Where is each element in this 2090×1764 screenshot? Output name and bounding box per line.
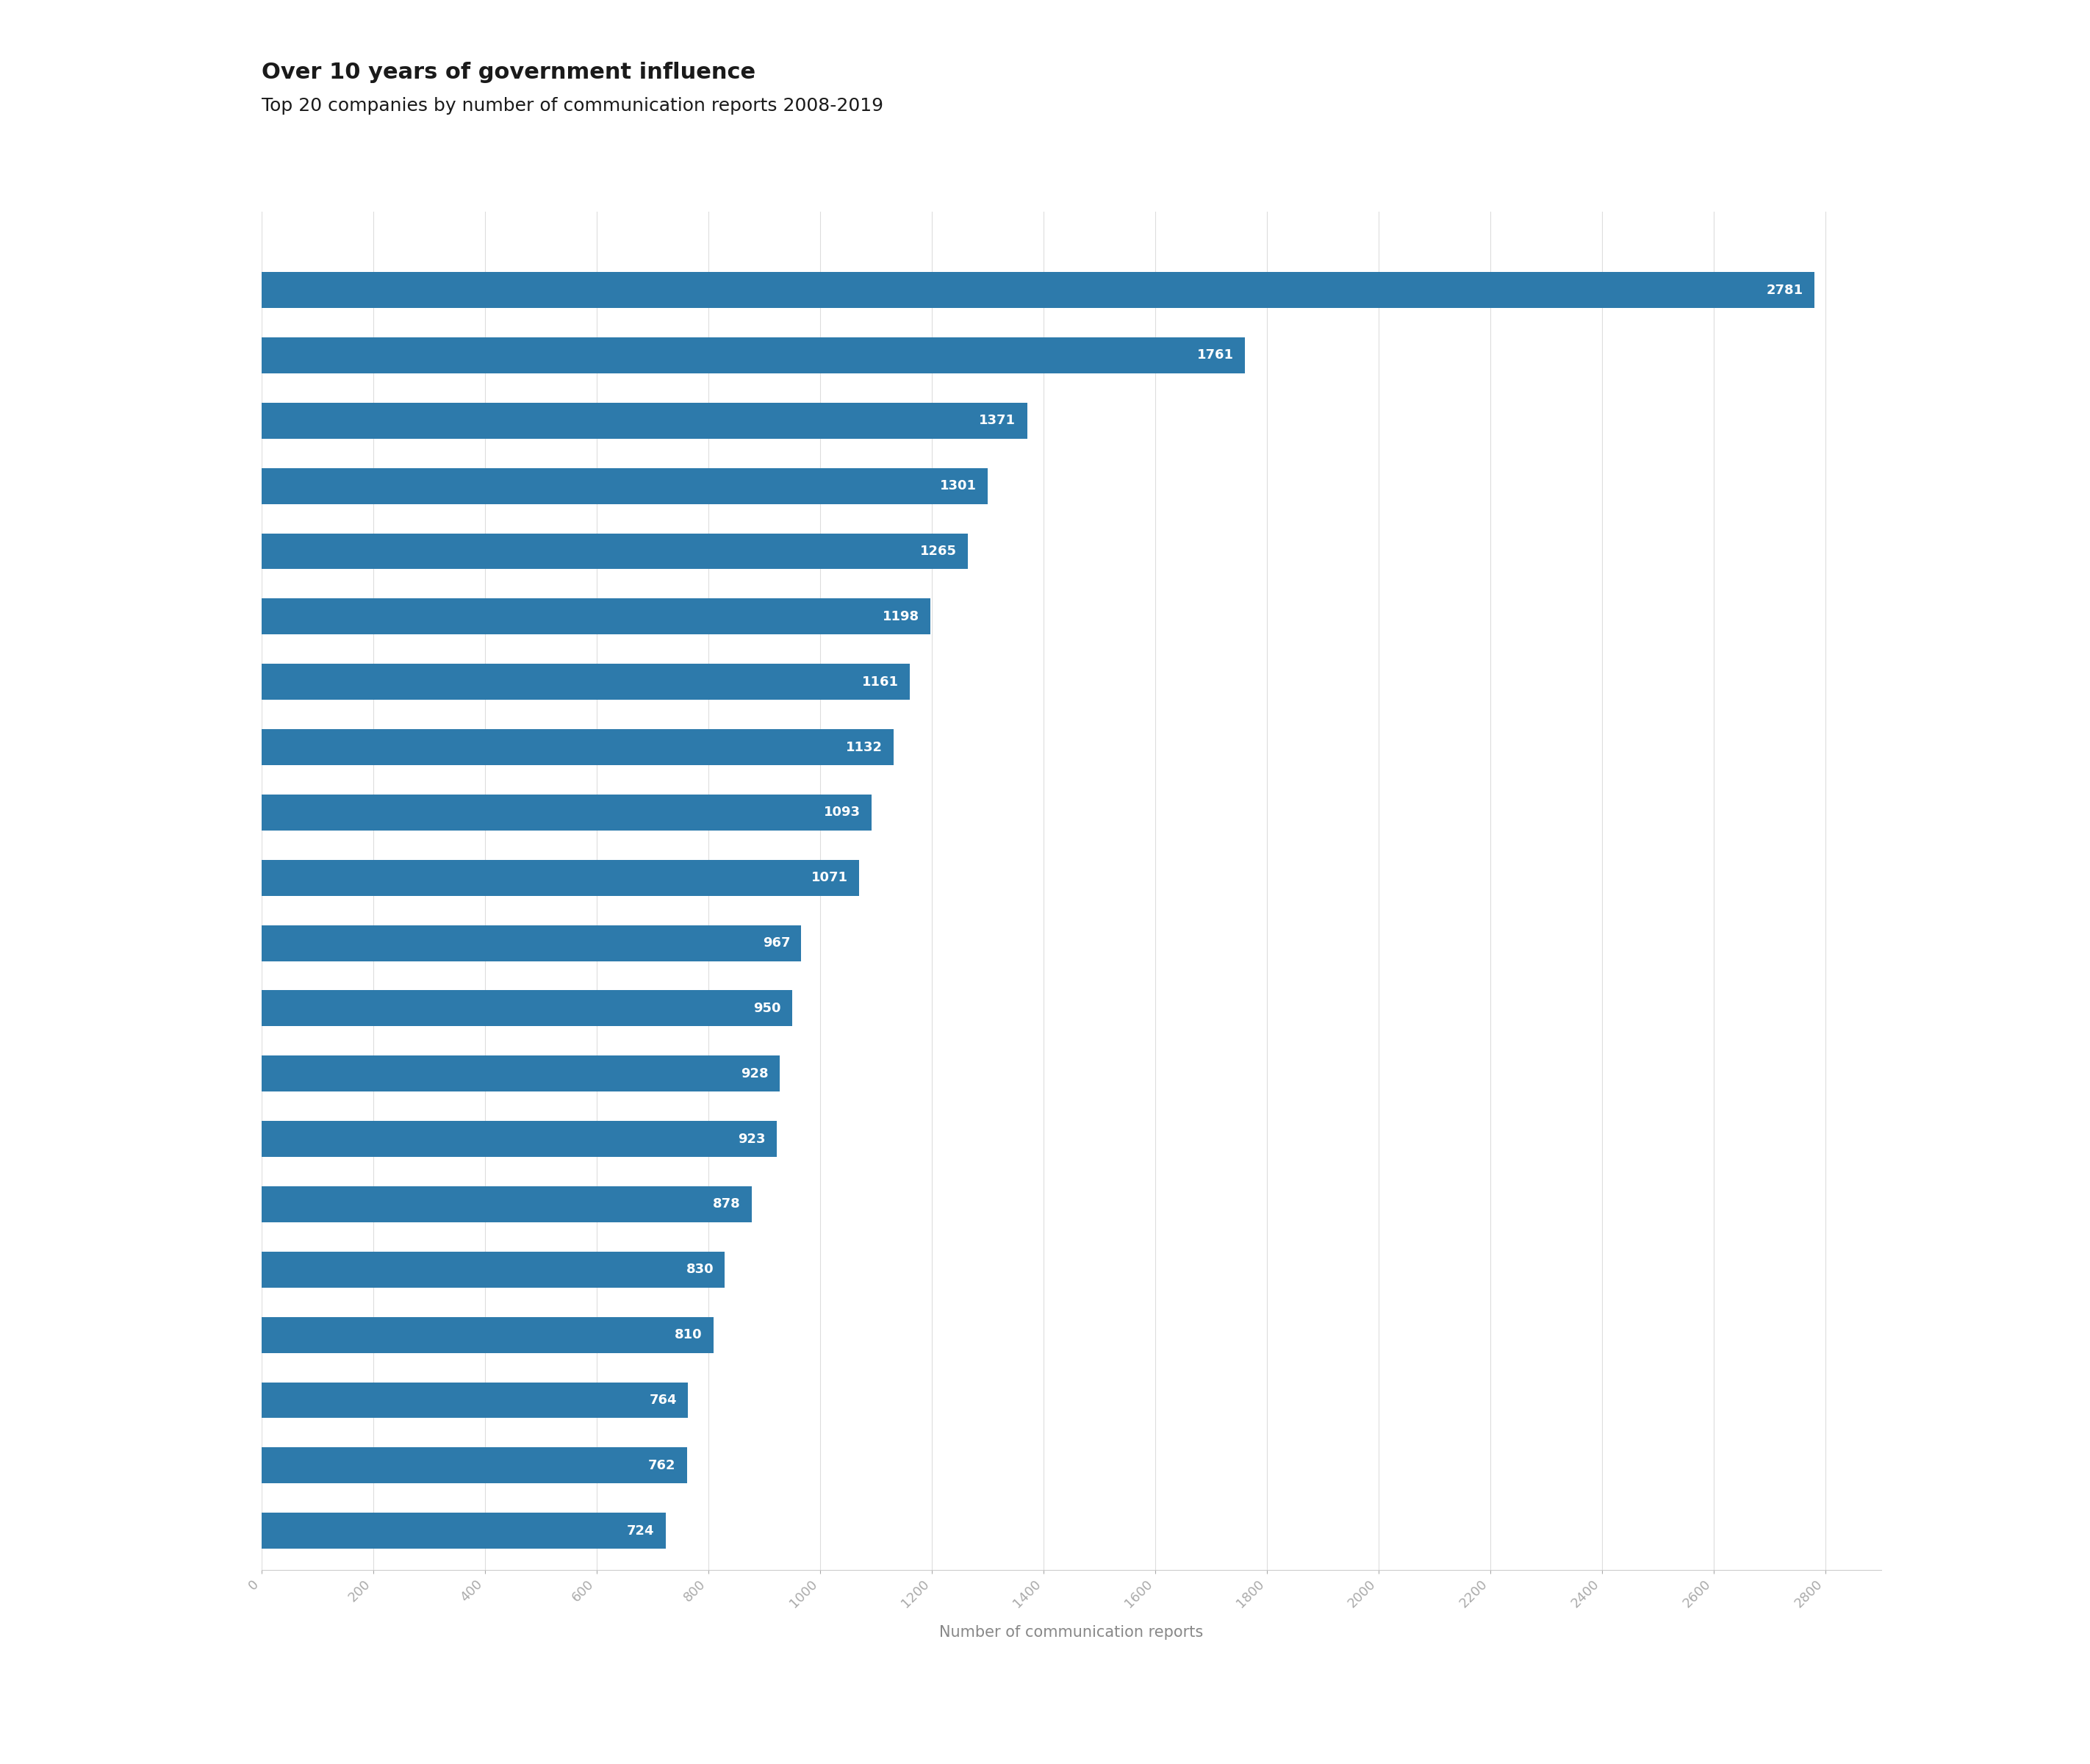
Bar bbox=[261, 1318, 713, 1353]
Bar bbox=[261, 1514, 665, 1549]
Text: 950: 950 bbox=[752, 1002, 782, 1014]
Text: 764: 764 bbox=[650, 1394, 677, 1408]
Text: 1198: 1198 bbox=[882, 610, 920, 623]
Bar bbox=[261, 794, 872, 831]
Text: Top 20 companies by number of communication reports 2008-2019: Top 20 companies by number of communicat… bbox=[261, 97, 882, 115]
Text: 1265: 1265 bbox=[920, 545, 957, 557]
Bar bbox=[261, 402, 1026, 439]
Bar bbox=[261, 1055, 780, 1092]
Bar bbox=[261, 663, 909, 700]
Bar bbox=[261, 272, 1814, 309]
Bar bbox=[261, 729, 895, 766]
Text: 830: 830 bbox=[686, 1263, 713, 1275]
Bar bbox=[261, 598, 930, 635]
Text: 724: 724 bbox=[627, 1524, 654, 1538]
X-axis label: Number of communication reports: Number of communication reports bbox=[938, 1625, 1204, 1641]
Bar bbox=[261, 1448, 688, 1484]
Bar bbox=[261, 924, 800, 961]
Bar bbox=[261, 1187, 752, 1222]
Text: 1761: 1761 bbox=[1198, 349, 1233, 362]
Text: 1371: 1371 bbox=[978, 415, 1016, 427]
Text: 923: 923 bbox=[738, 1132, 765, 1145]
Text: 2781: 2781 bbox=[1766, 284, 1804, 296]
Bar bbox=[261, 1120, 777, 1157]
Text: 928: 928 bbox=[740, 1067, 769, 1080]
Bar bbox=[261, 859, 859, 896]
Bar bbox=[261, 467, 989, 505]
Text: Over 10 years of government influence: Over 10 years of government influence bbox=[261, 62, 754, 83]
Text: 1301: 1301 bbox=[940, 480, 976, 492]
Bar bbox=[261, 533, 968, 570]
Text: 1071: 1071 bbox=[811, 871, 849, 884]
Text: 878: 878 bbox=[713, 1198, 740, 1210]
Text: 1161: 1161 bbox=[861, 676, 899, 688]
Bar bbox=[261, 1383, 688, 1418]
Text: 967: 967 bbox=[763, 937, 790, 949]
Text: 1093: 1093 bbox=[823, 806, 861, 818]
Text: 762: 762 bbox=[648, 1459, 675, 1473]
Bar bbox=[261, 337, 1246, 374]
Bar bbox=[261, 1252, 725, 1288]
Text: 810: 810 bbox=[675, 1328, 702, 1341]
Bar bbox=[261, 990, 792, 1027]
Text: 1132: 1132 bbox=[846, 741, 882, 753]
